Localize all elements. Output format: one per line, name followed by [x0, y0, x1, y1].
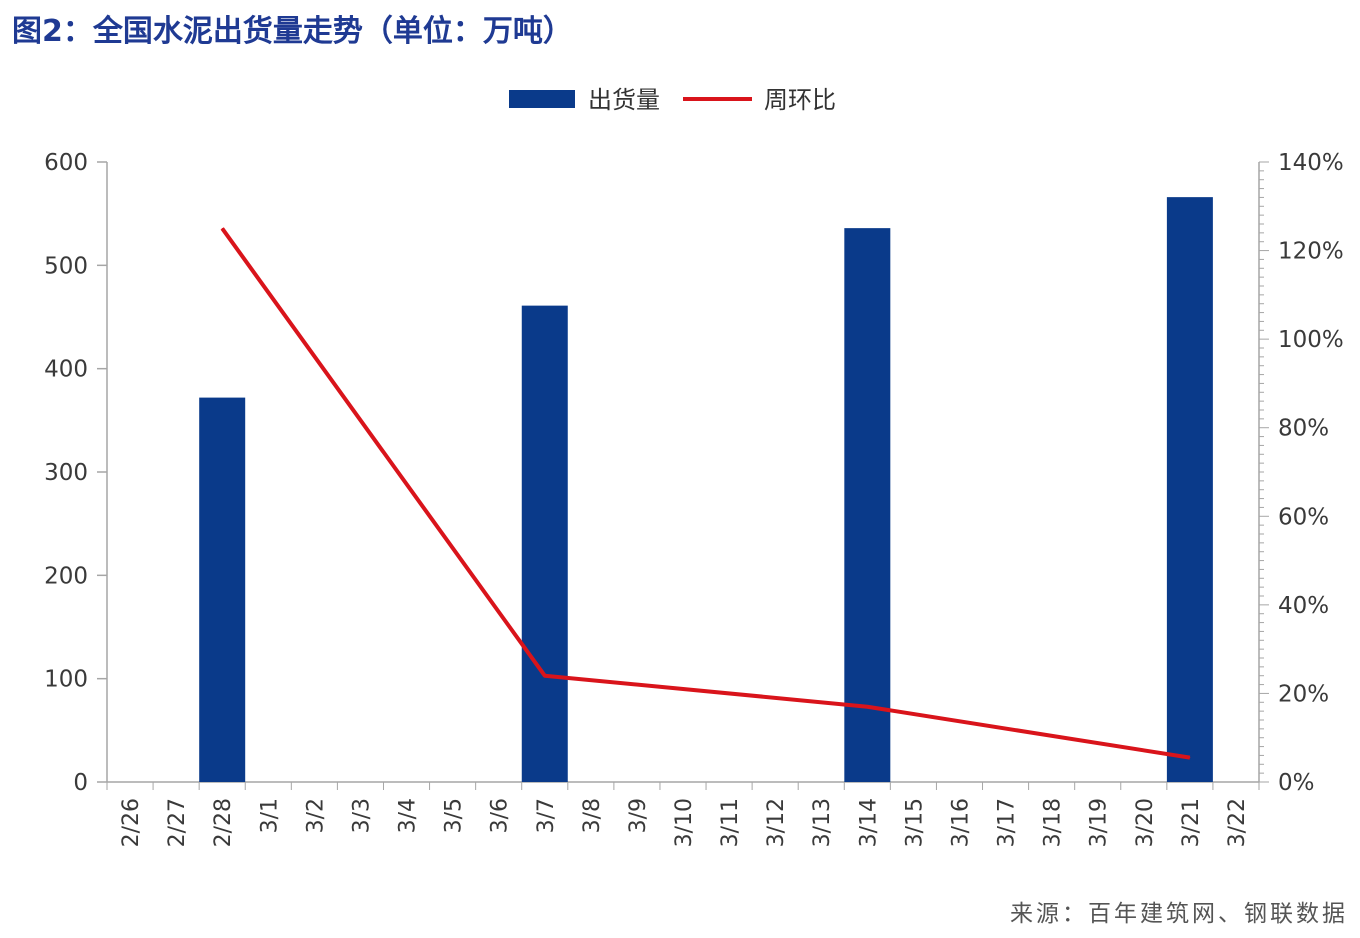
x-tick-label: 3/3	[349, 798, 374, 833]
line-point-3/14	[866, 706, 868, 708]
right-tick-label: 40%	[1278, 593, 1329, 619]
x-tick-label: 3/7	[534, 798, 559, 833]
legend-bar-swatch	[509, 90, 575, 108]
line-series	[220, 227, 1191, 760]
left-tick-label: 600	[44, 150, 88, 176]
x-tick-label: 2/28	[211, 798, 236, 847]
x-tick-label: 3/9	[626, 798, 651, 833]
left-tick-label: 200	[44, 563, 88, 589]
right-tick-label: 60%	[1278, 504, 1329, 530]
left-tick-label: 100	[44, 667, 88, 693]
x-tick-label: 3/4	[396, 798, 421, 833]
x-tick-label: 3/18	[1041, 798, 1066, 847]
x-tick-label: 3/15	[902, 798, 927, 847]
right-axis-ticks: 0% 20% 40% 60% 80% 100% 120% 140%	[1259, 150, 1344, 796]
x-tick-label: 3/22	[1225, 798, 1250, 847]
x-tick-label: 3/17	[995, 798, 1020, 847]
right-tick-label: 20%	[1278, 681, 1329, 707]
left-tick-label: 500	[44, 253, 88, 279]
right-tick-label: 140%	[1278, 150, 1344, 176]
x-tick-label: 3/13	[810, 798, 835, 847]
x-tick-label: 2/26	[119, 798, 144, 847]
left-axis-ticks: 0 100 200 300 400 500 600	[44, 150, 107, 796]
bar-series	[199, 197, 1213, 783]
bar-2/28	[199, 397, 246, 782]
left-tick-label: 0	[73, 770, 88, 796]
line-point-3/21	[1189, 757, 1191, 759]
x-tick-label: 3/5	[442, 798, 467, 833]
x-tick-label: 3/14	[856, 798, 881, 847]
x-tick-label: 3/8	[580, 798, 605, 833]
x-tick-label: 3/11	[718, 798, 743, 847]
x-tick-label: 3/19	[1087, 798, 1112, 847]
legend-bar-label: 出货量	[588, 86, 660, 114]
line-path	[220, 227, 1191, 760]
x-axis-ticks: 2/26 2/27 2/28 3/1 3/2 3/3 3/4 3/5 3/6 3/7 3/8 3/9 3…	[106, 782, 1260, 847]
source-note: 来源：百年建筑网、钢联数据	[1010, 901, 1348, 927]
x-tick-label: 3/20	[1133, 798, 1158, 847]
x-tick-label: 3/2	[303, 798, 328, 833]
line-point-3/7	[544, 675, 546, 677]
bar-3/7	[521, 305, 568, 782]
x-tick-label: 3/12	[764, 798, 789, 847]
bar-3/21	[1166, 197, 1213, 783]
left-tick-label: 300	[44, 460, 88, 486]
right-tick-label: 80%	[1278, 416, 1329, 442]
bar-3/14	[844, 228, 891, 783]
legend-line-label: 周环比	[764, 86, 836, 114]
x-tick-label: 3/6	[488, 798, 513, 833]
x-tick-label: 3/21	[1179, 798, 1204, 847]
line-point-2/28	[221, 227, 223, 229]
chart-title: 图2：全国水泥出货量走势（单位：万吨）	[12, 14, 573, 49]
x-tick-label: 2/27	[165, 798, 190, 847]
right-tick-label: 0%	[1278, 770, 1315, 796]
x-tick-label: 3/1	[257, 798, 282, 833]
x-tick-label: 3/10	[672, 798, 697, 847]
legend: 出货量 周环比	[509, 86, 836, 114]
left-tick-label: 400	[44, 357, 88, 383]
right-tick-label: 100%	[1278, 327, 1344, 353]
right-tick-label: 120%	[1278, 239, 1344, 265]
x-tick-label: 3/16	[948, 798, 973, 847]
